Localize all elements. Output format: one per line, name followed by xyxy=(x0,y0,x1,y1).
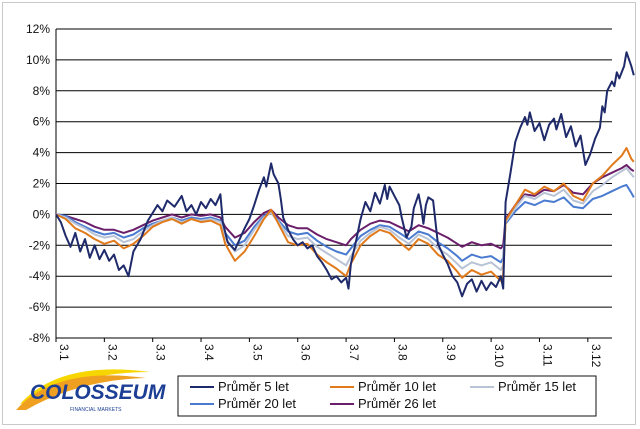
y-axis-ticks: 12% 10% 8% 6% 4% 2% 0% -2% -4% -6% -8% xyxy=(26,22,50,345)
y-tick-label: -4% xyxy=(29,269,51,283)
x-tick-label: 3.11 xyxy=(540,344,554,367)
x-axis-ticks: 3.1 3.2 3.3 3.4 3.5 3.6 3.7 3.8 3.9 3.10 3.11 3.12 xyxy=(55,338,603,368)
x-tick-label: 3.10 xyxy=(492,344,506,368)
x-tick-label: 3.6 xyxy=(299,344,313,361)
legend-box xyxy=(177,375,597,417)
y-tick-label: -2% xyxy=(29,238,51,252)
series-line-průměr-20-let xyxy=(55,184,635,264)
colosseum-logo: COLOSSEUM FINANCIAL MARKETS xyxy=(16,369,166,413)
series-line-průměr-5-let xyxy=(55,51,635,298)
y-tick-label: -6% xyxy=(29,300,51,314)
chart-frame xyxy=(2,2,636,425)
y-tick-label: 2% xyxy=(33,177,51,191)
y-tick-label: 10% xyxy=(26,53,50,67)
x-tick-label: 3.4 xyxy=(202,344,216,361)
grid-lines xyxy=(55,28,612,339)
x-tick-label: 3.8 xyxy=(395,344,409,361)
series-line-průměr-10-let xyxy=(55,147,635,282)
legend-label: Průměr 26 let xyxy=(358,396,436,411)
legend-label: Průměr 5 let xyxy=(218,379,289,394)
x-tick-label: 3.12 xyxy=(589,344,603,368)
series-lines xyxy=(55,51,635,298)
x-tick-label: 3.9 xyxy=(444,344,458,361)
chart-legend: Průměr 5 let Průměr 10 let Průměr 15 let Pr… xyxy=(177,375,597,417)
y-tick-label: 8% xyxy=(33,84,51,98)
logo-swoosh-yellow xyxy=(20,369,150,404)
legend-label: Průměr 20 let xyxy=(218,396,296,411)
series-line-průměr-26-let xyxy=(55,164,635,250)
y-tick-label: 4% xyxy=(33,146,51,160)
y-tick-label: -8% xyxy=(29,331,51,345)
y-tick-label: 0% xyxy=(33,207,51,221)
x-tick-label: 3.5 xyxy=(250,344,264,361)
x-tick-label: 3.7 xyxy=(347,344,361,361)
logo-tagline: FINANCIAL MARKETS xyxy=(70,407,122,413)
series-line-průměr-15-let xyxy=(55,167,635,271)
x-tick-label: 3.3 xyxy=(154,344,168,361)
legend-label: Průměr 10 let xyxy=(358,379,436,394)
logo-wordmark: COLOSSEUM xyxy=(30,381,166,404)
logo-swoosh-orange xyxy=(16,375,146,410)
x-tick-label: 3.2 xyxy=(105,344,119,361)
y-tick-label: 12% xyxy=(26,22,50,36)
legend-label: Průměr 15 let xyxy=(498,379,576,394)
y-tick-label: 6% xyxy=(33,115,51,129)
x-tick-label: 3.1 xyxy=(57,344,71,361)
